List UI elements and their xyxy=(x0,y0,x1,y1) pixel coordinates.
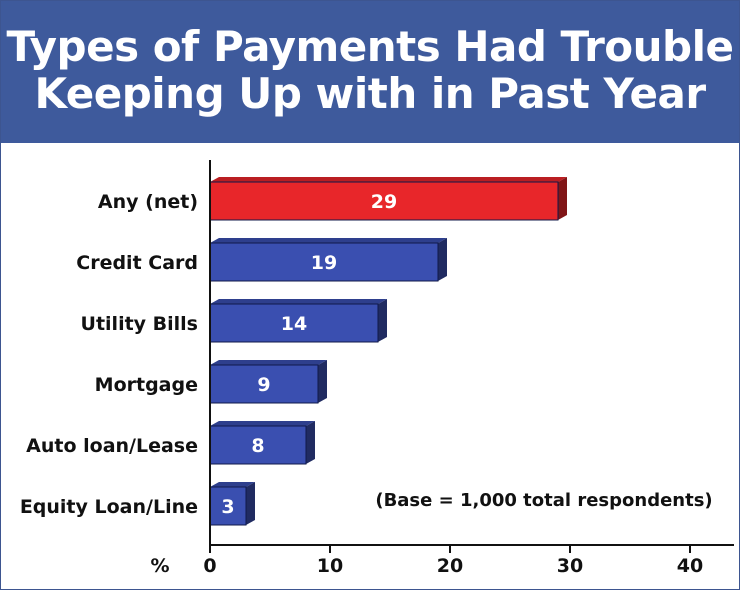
title-banner: Types of Payments Had Trouble Keeping Up… xyxy=(1,1,739,143)
data-label-equity-loan-line: 3 xyxy=(221,496,234,518)
chart-title-line-2: Keeping Up with in Past Year xyxy=(34,69,706,118)
bar-group-any-net: 29 Any (net) xyxy=(98,177,567,221)
data-label-utility-bills: 14 xyxy=(281,313,307,335)
x-tick-label-40: 40 xyxy=(677,555,703,577)
bar-group-mortgage: 9 Mortgage xyxy=(95,360,327,404)
bar-side-auto-loan-lease xyxy=(306,421,315,464)
bar-side-utility-bills xyxy=(378,299,387,342)
data-label-auto-loan-lease: 8 xyxy=(251,435,264,457)
x-tick-label-20: 20 xyxy=(437,555,463,577)
bar-top-any-net xyxy=(210,177,567,182)
bar-top-utility-bills xyxy=(210,299,387,304)
bar-group-credit-card: 19 Credit Card xyxy=(76,238,447,282)
bar-group-utility-bills: 14 Utility Bills xyxy=(81,299,387,343)
category-label-any-net: Any (net) xyxy=(98,191,198,213)
bar-top-auto-loan-lease xyxy=(210,421,315,426)
chart-title-line-1: Types of Payments Had Trouble xyxy=(6,22,734,71)
bars-layer: 29 Any (net) 19 Credit Card 14 Utility Bills 9… xyxy=(20,177,567,526)
x-tick-label-10: 10 xyxy=(317,555,343,577)
bar-group-auto-loan-lease: 8 Auto loan/Lease xyxy=(26,421,315,465)
bar-group-equity-loan-line: 3 Equity Loan/Line xyxy=(20,482,255,526)
axis-unit-label: % xyxy=(150,555,169,577)
bar-top-equity-loan-line xyxy=(210,482,255,487)
chart-title: Types of Payments Had Trouble Keeping Up… xyxy=(1,23,739,117)
bar-any-net xyxy=(209,181,559,221)
data-label-mortgage: 9 xyxy=(257,374,270,396)
category-label-credit-card: Credit Card xyxy=(76,252,198,274)
data-label-any-net: 29 xyxy=(371,191,397,213)
category-label-mortgage: Mortgage xyxy=(95,374,198,396)
bar-credit-card xyxy=(209,242,439,282)
x-tick-label-30: 30 xyxy=(557,555,583,577)
category-label-equity-loan-line: Equity Loan/Line xyxy=(20,496,198,518)
bar-side-equity-loan-line xyxy=(246,482,255,525)
bar-mortgage xyxy=(209,364,319,404)
category-label-utility-bills: Utility Bills xyxy=(81,313,198,335)
category-label-auto-loan-lease: Auto loan/Lease xyxy=(26,435,198,457)
bar-top-credit-card xyxy=(210,238,447,243)
data-label-credit-card: 19 xyxy=(311,252,337,274)
base-note: (Base = 1,000 total respondents) xyxy=(375,490,712,511)
x-axis: 0 10 20 30 40 xyxy=(203,160,734,577)
bar-side-any-net xyxy=(558,177,567,220)
x-tick-label-0: 0 xyxy=(203,555,216,577)
bar-equity-loan-line xyxy=(209,486,247,526)
bar-side-credit-card xyxy=(438,238,447,281)
bar-auto-loan-lease xyxy=(209,425,307,465)
bar-utility-bills xyxy=(209,303,379,343)
bar-top-mortgage xyxy=(210,360,327,365)
bar-side-mortgage xyxy=(318,360,327,403)
